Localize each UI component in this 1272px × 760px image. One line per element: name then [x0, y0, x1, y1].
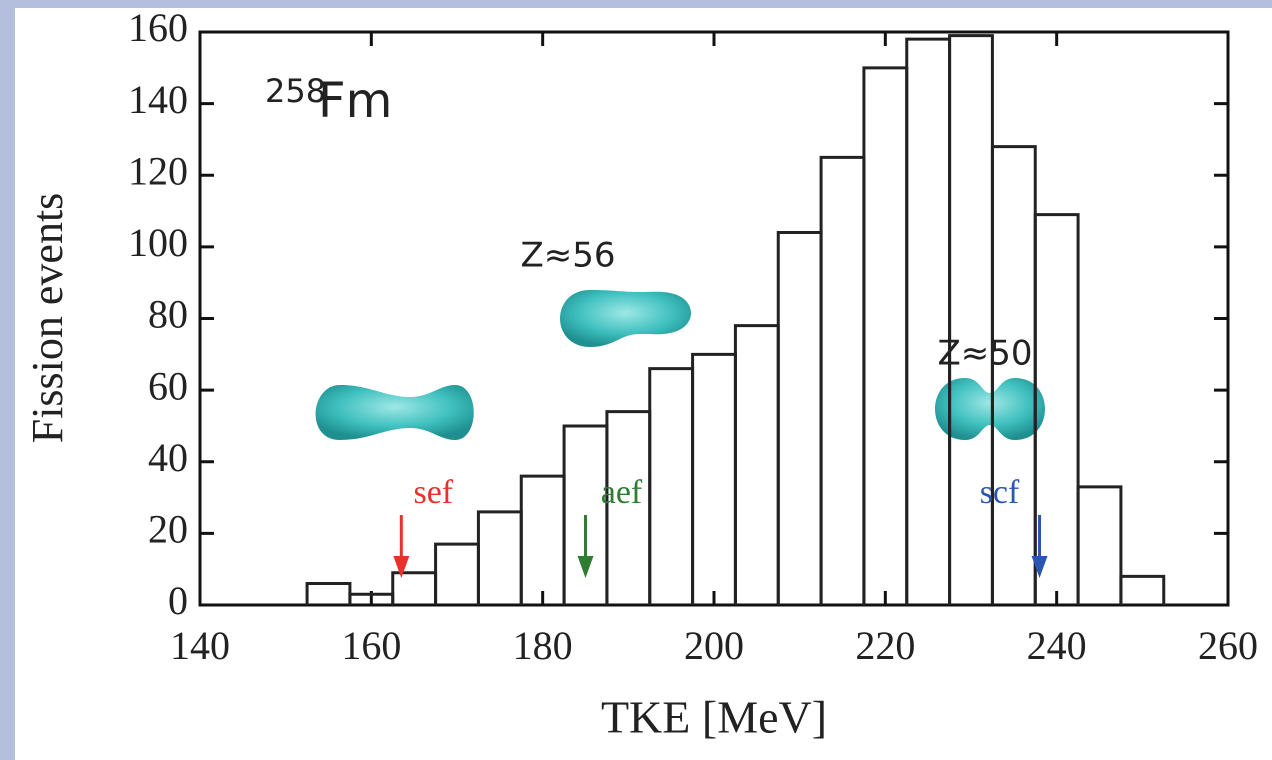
- arrow-head: [1031, 556, 1048, 578]
- y-tick-label: 100: [128, 220, 188, 265]
- x-tick-label: 220: [855, 623, 915, 668]
- y-tick-label: 60: [148, 363, 188, 408]
- y-tick-label: 140: [128, 77, 188, 122]
- y-tick-label: 160: [128, 5, 188, 50]
- x-tick-label: 140: [170, 623, 230, 668]
- y-tick-label: 0: [168, 578, 188, 623]
- isotope-mass: 258: [265, 72, 326, 110]
- annotation: sef: [413, 474, 453, 511]
- arrow-head: [393, 556, 410, 578]
- y-axis-label: Fission events: [23, 193, 72, 444]
- histogram-bin: [1033, 213, 1080, 605]
- x-tick-label: 260: [1198, 623, 1258, 668]
- arrow-head: [577, 556, 594, 578]
- y-tick-label: 120: [128, 148, 188, 193]
- nucleus-shape: [560, 290, 691, 347]
- x-tick-label: 240: [1027, 623, 1087, 668]
- shape-label: Z≈56: [520, 236, 615, 276]
- histogram-bin: [1076, 485, 1123, 605]
- y-tick-label: 20: [148, 507, 188, 552]
- y-tick-label: 80: [148, 292, 188, 337]
- x-tick-label: 200: [684, 623, 744, 668]
- annotation: aef: [601, 474, 643, 511]
- nucleus-shape: [315, 385, 474, 440]
- x-axis-label: TKE [MeV]: [601, 692, 827, 743]
- annotation: scf: [980, 474, 1020, 511]
- y-tick-label: 40: [148, 435, 188, 480]
- shape-label: Z≈50: [937, 334, 1032, 374]
- nucleus-shape: [935, 378, 1045, 440]
- x-tick-label: 160: [341, 623, 401, 668]
- histogram-bin: [1119, 574, 1166, 605]
- x-tick-label: 180: [513, 623, 573, 668]
- isotope-symbol: Fm: [318, 73, 392, 129]
- background: [15, 8, 1272, 760]
